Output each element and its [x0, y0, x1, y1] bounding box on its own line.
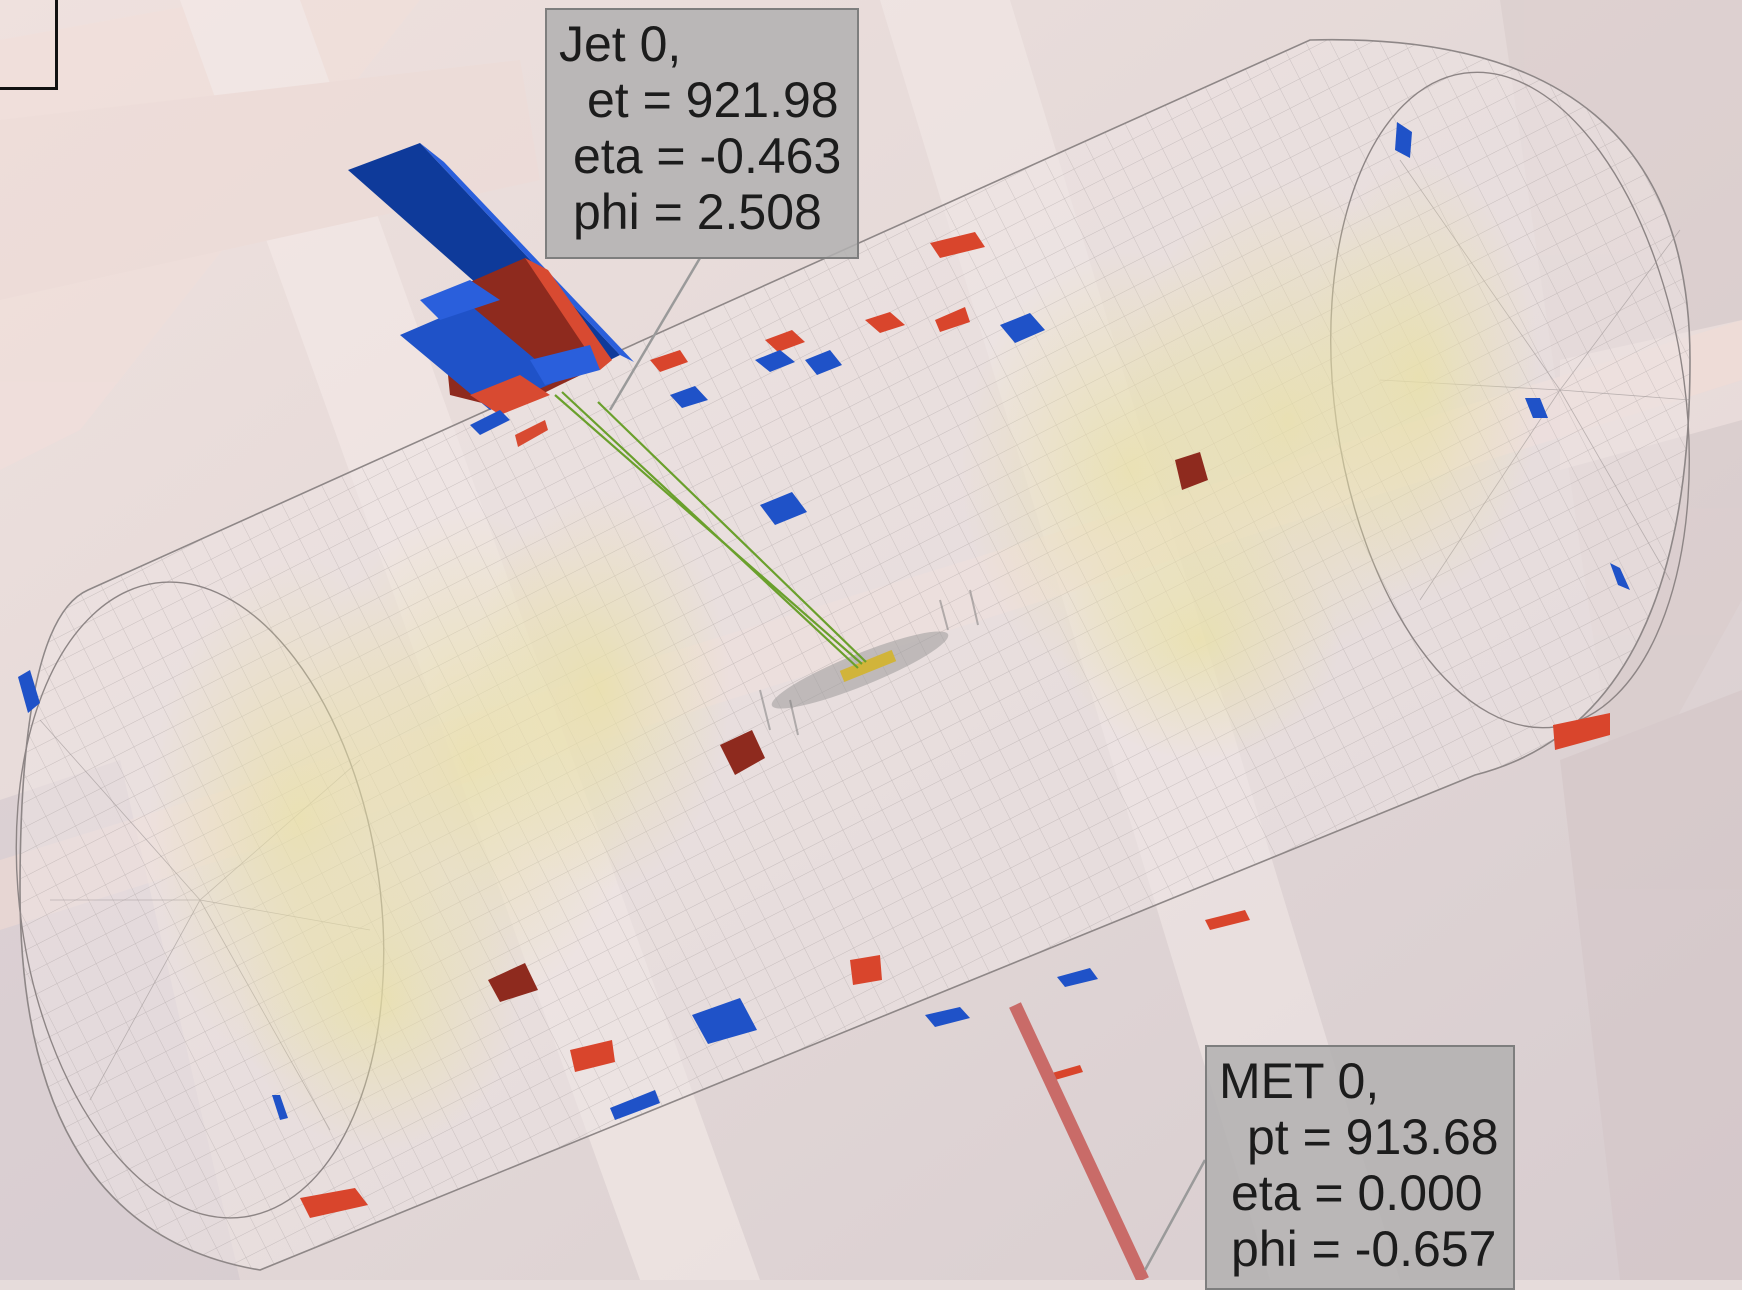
- jet-energy-tower: [348, 143, 634, 447]
- hadronic-deposits: [488, 452, 1208, 1002]
- calorimeter-cells-left: [150, 490, 730, 1150]
- met-pt: pt = 913.68: [1247, 1109, 1499, 1165]
- jet-phi: phi = 2.508: [573, 184, 822, 240]
- jet-callout-line: [608, 257, 702, 411]
- jet-title: Jet 0,: [559, 16, 682, 72]
- jet-info-label[interactable]: Jet 0, et = 921.98 eta = -0.463 phi = 2.…: [545, 8, 859, 259]
- met-title: MET 0,: [1219, 1053, 1380, 1109]
- met-phi: phi = -0.657: [1231, 1221, 1497, 1277]
- view-corner-frame: [0, 0, 58, 90]
- hcal-deposits: [18, 122, 1630, 1120]
- em-deposits: [300, 232, 1610, 1218]
- met-eta: eta = 0.000: [1231, 1165, 1483, 1221]
- met-arrow: [1009, 1002, 1149, 1280]
- jet-eta: eta = -0.463: [573, 128, 842, 184]
- calorimeter-cells-right: [960, 160, 1540, 760]
- met-callout-line: [1143, 1159, 1207, 1271]
- vertex-region: [759, 589, 979, 736]
- jet-tracks: [554, 391, 867, 669]
- met-info-label[interactable]: MET 0, pt = 913.68 eta = 0.000 phi = -0.…: [1205, 1045, 1515, 1290]
- jet-et: et = 921.98: [587, 72, 839, 128]
